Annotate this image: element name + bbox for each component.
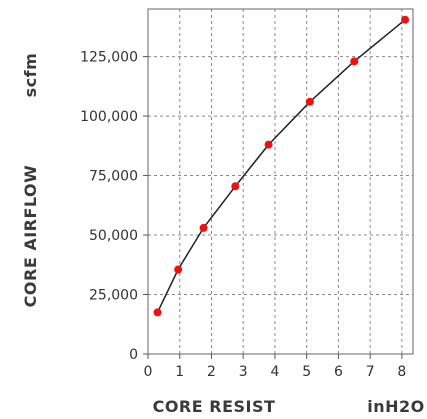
y-axis-unit: scfm: [21, 53, 40, 98]
data-point: [401, 15, 410, 24]
x-axis-unit: inH2O: [367, 397, 425, 416]
y-tick-label: 75,000: [89, 169, 138, 185]
data-points: [153, 15, 410, 317]
y-tick-label: 100,000: [80, 109, 138, 125]
x-tick-labels: 0 1 2 3 4 5 6 7 8: [144, 364, 407, 380]
y-tick-label: 50,000: [89, 228, 138, 244]
y-tick-label: 125,000: [80, 50, 138, 66]
data-point: [153, 308, 162, 317]
data-point: [174, 265, 183, 274]
data-point: [305, 97, 314, 106]
data-point: [231, 182, 240, 191]
x-tick-label: 4: [270, 364, 279, 380]
y-axis-label: CORE AIRFLOW: [21, 165, 40, 308]
y-tick-label: 0: [129, 347, 138, 363]
x-tick-label: 7: [366, 364, 375, 380]
y-tick-labels: 0 25,000 50,000 75,000 100,000 125,000: [80, 50, 138, 363]
plot-frame: [147, 8, 414, 355]
data-point: [264, 140, 273, 149]
x-tick-label: 2: [207, 364, 216, 380]
x-tick-label: 3: [239, 364, 248, 380]
x-tick-label: 8: [397, 364, 406, 380]
y-tick-label: 25,000: [89, 288, 138, 304]
data-point: [350, 57, 359, 66]
x-tick-label: 5: [302, 364, 311, 380]
grid-lines: [148, 9, 413, 354]
axis-ticks: [143, 56, 403, 359]
x-tick-label: 0: [144, 364, 153, 380]
x-axis-label: CORE RESIST: [153, 397, 276, 416]
data-point: [199, 223, 208, 232]
x-tick-label: 6: [334, 364, 343, 380]
series-line: [156, 19, 406, 313]
x-tick-label: 1: [175, 364, 184, 380]
